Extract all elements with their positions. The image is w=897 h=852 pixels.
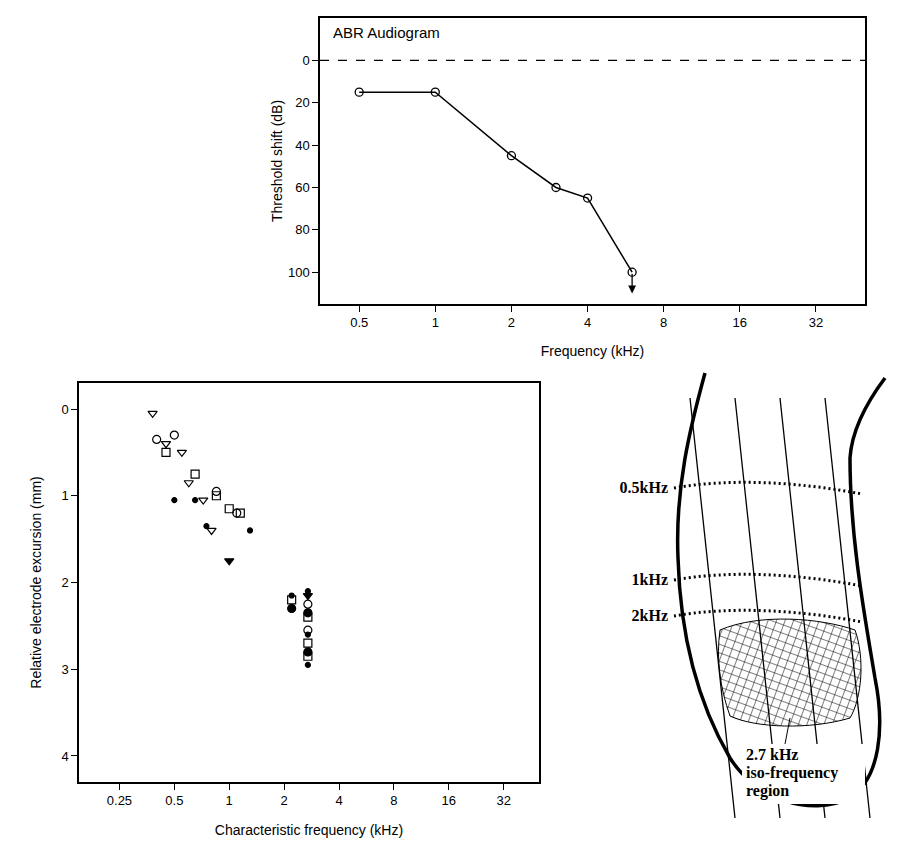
svg-text:60: 60 [295,180,309,195]
svg-text:20: 20 [295,95,309,110]
svg-text:1kHz: 1kHz [632,571,668,588]
svg-text:Relative electrode excursion (: Relative electrode excursion (mm) [28,476,44,688]
svg-text:0: 0 [302,53,309,68]
svg-text:1: 1 [61,488,68,503]
svg-text:40: 40 [295,138,309,153]
svg-text:3: 3 [61,662,68,677]
svg-text:Threshold shift (dB): Threshold shift (dB) [269,100,285,222]
svg-text:Characteristic frequency (kHz): Characteristic frequency (kHz) [215,822,403,838]
svg-text:0.5: 0.5 [165,793,183,808]
svg-text:0.5: 0.5 [350,315,368,330]
svg-text:32: 32 [809,315,823,330]
svg-text:2: 2 [280,793,287,808]
svg-text:4: 4 [61,749,68,764]
svg-text:2: 2 [61,575,68,590]
svg-text:16: 16 [733,315,747,330]
svg-text:8: 8 [390,793,397,808]
svg-text:2kHz: 2kHz [632,607,668,624]
svg-text:80: 80 [295,222,309,237]
svg-text:32: 32 [496,793,510,808]
svg-text:2: 2 [508,315,515,330]
svg-text:Frequency (kHz): Frequency (kHz) [541,343,644,359]
svg-text:2.7 kHz: 2.7 kHz [746,746,798,763]
svg-text:iso-frequency: iso-frequency [746,764,838,782]
svg-text:8: 8 [660,315,667,330]
svg-text:0: 0 [61,402,68,417]
svg-text:16: 16 [442,793,456,808]
svg-text:region: region [746,782,789,800]
svg-text:4: 4 [335,793,342,808]
svg-text:100: 100 [288,265,310,280]
svg-text:1: 1 [226,793,233,808]
svg-text:1: 1 [432,315,439,330]
svg-text:0.25: 0.25 [107,793,132,808]
svg-text:4: 4 [584,315,591,330]
svg-text:ABR Audiogram: ABR Audiogram [333,24,440,41]
svg-text:0.5kHz: 0.5kHz [620,479,668,496]
